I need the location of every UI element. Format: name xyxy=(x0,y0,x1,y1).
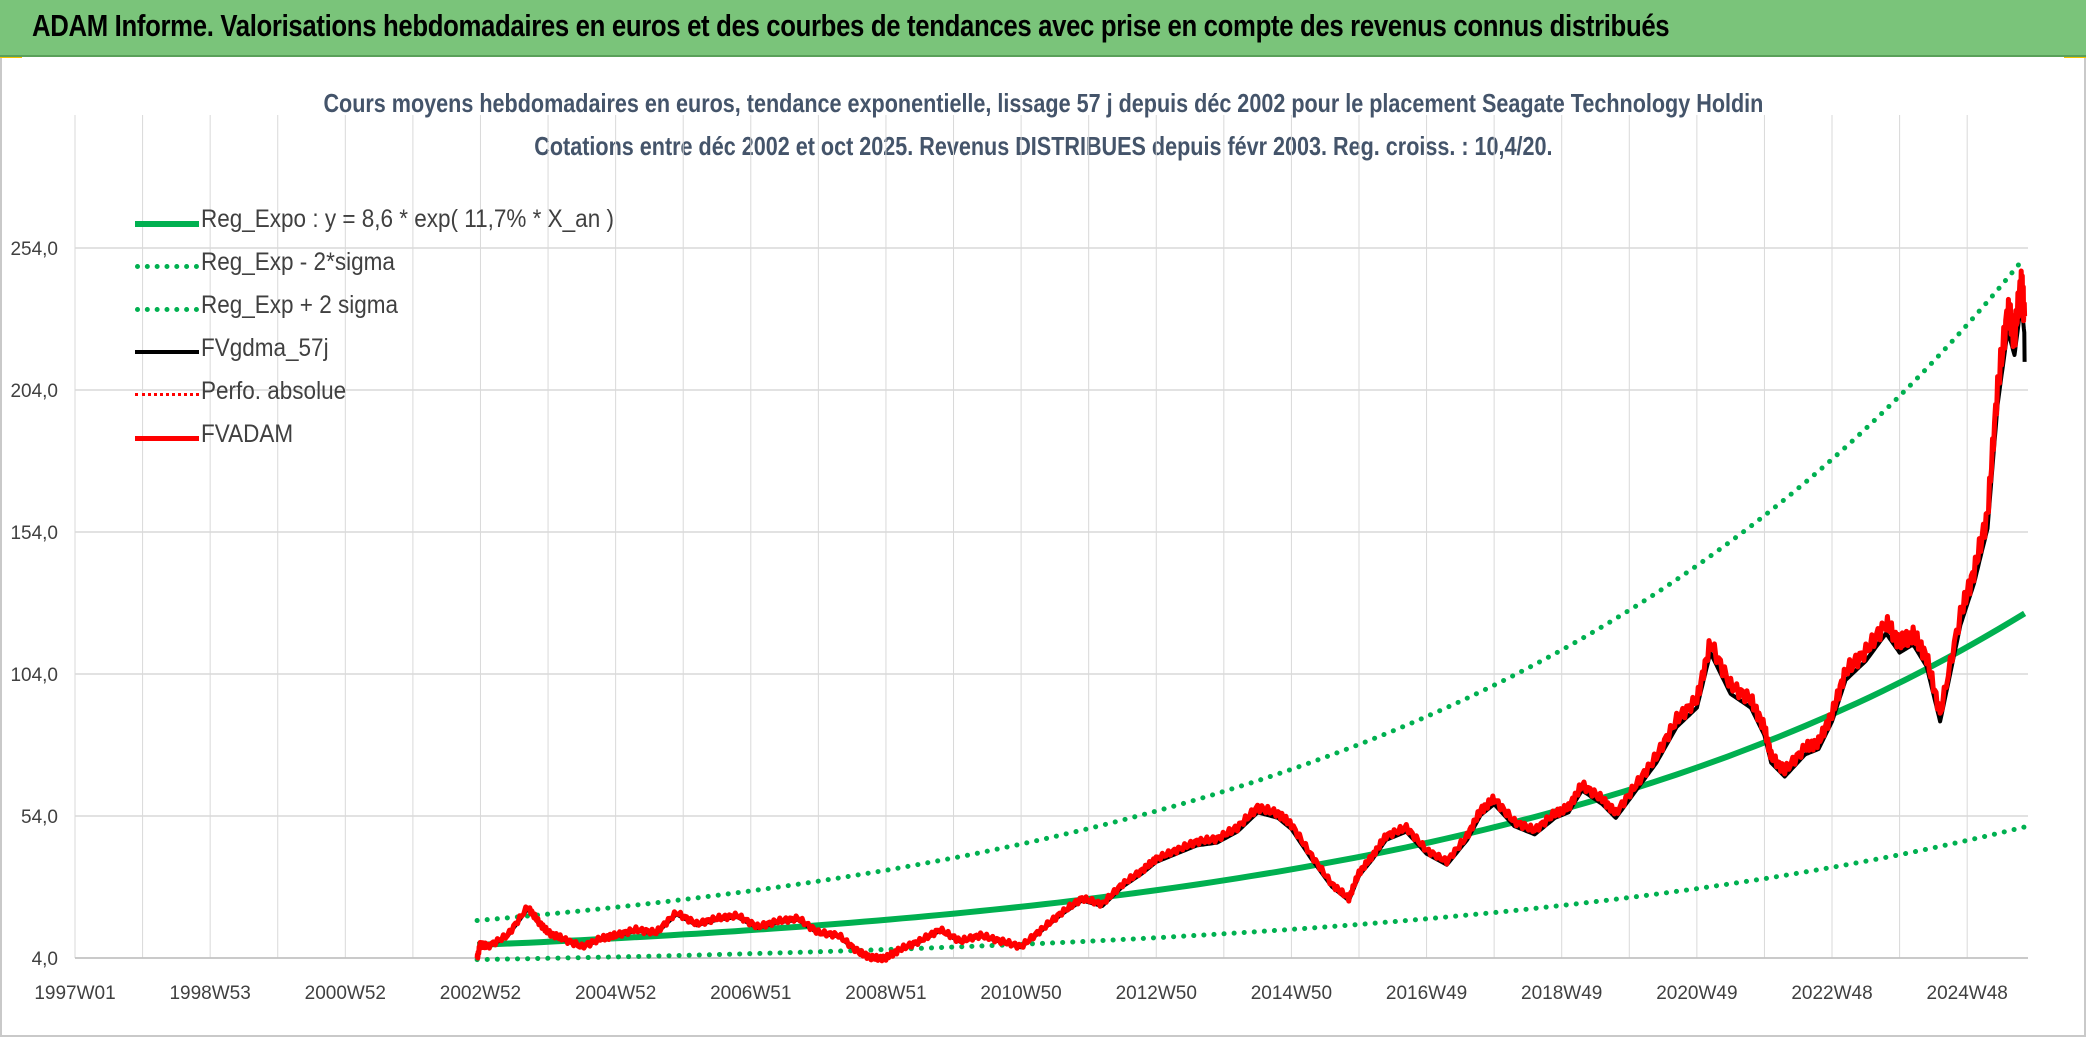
x-tick-label: 2000W52 xyxy=(305,983,386,1004)
x-tick-label: 1998W53 xyxy=(169,983,250,1004)
legend-label: Perfo. absolue xyxy=(201,377,347,405)
x-tick-label: 2010W50 xyxy=(980,983,1061,1004)
gridlines xyxy=(74,115,2028,959)
x-tick-label: 2006W51 xyxy=(710,983,791,1004)
x-tick-label: 2008W51 xyxy=(845,983,926,1004)
x-tick-label: 2024W48 xyxy=(1927,983,2008,1004)
legend-swatch xyxy=(135,307,199,312)
series-reg-exp-plus-2sigma xyxy=(474,254,2028,923)
legend-swatch xyxy=(135,393,199,396)
legend-label: Reg_Exp + 2 sigma xyxy=(201,291,398,319)
page-title: ADAM Informe. Valorisations hebdomadaire… xyxy=(32,8,1670,43)
y-tick-label: 104,0 xyxy=(10,665,58,686)
legend-label: FVgdma_57j xyxy=(201,334,329,362)
legend-swatch xyxy=(135,436,199,441)
x-tick-label: 2016W49 xyxy=(1386,983,1467,1004)
series-reg-exp-minus-2sigma xyxy=(474,824,2028,963)
y-tick-label: 54,0 xyxy=(21,807,58,828)
y-tick-label: 4,0 xyxy=(32,949,58,970)
x-tick-label: 2014W50 xyxy=(1251,983,1332,1004)
y-tick-label: 204,0 xyxy=(10,381,58,402)
chart-subtitle: Cotations entre déc 2002 et oct 2025. Re… xyxy=(533,131,1553,161)
series-fvadam xyxy=(474,268,2028,964)
series-fvgdma-57j xyxy=(475,300,2027,961)
legend-label: Reg_Expo : y = 8,6 * exp( 11,7% * X_an ) xyxy=(201,205,614,233)
legend-label: FVADAM xyxy=(201,420,294,448)
y-tick-label: 254,0 xyxy=(10,239,58,260)
page-header: ADAM Informe. Valorisations hebdomadaire… xyxy=(0,0,2086,57)
legend-swatch xyxy=(135,264,199,269)
x-tick-label: 2018W49 xyxy=(1521,983,1602,1004)
x-tick-label: 2020W49 xyxy=(1656,983,1737,1004)
x-tick-label: 1997W01 xyxy=(34,983,115,1004)
x-tick-label: 2022W48 xyxy=(1791,983,1872,1004)
x-axis: 1997W01 1998W53 2000W52 2002W52 2004W52 2006W… xyxy=(34,983,2008,1004)
chart-title: Cours moyens hebdomadaires en euros, ten… xyxy=(323,88,1763,118)
x-tick-label: 2012W50 xyxy=(1116,983,1197,1004)
y-tick-label: 154,0 xyxy=(10,523,58,544)
y-axis: 4,0 54,0 104,0 154,0 204,0 254,0 xyxy=(10,239,58,970)
x-tick-label: 2004W52 xyxy=(575,983,656,1004)
legend-swatch xyxy=(135,221,199,227)
legend-label: Reg_Exp - 2*sigma xyxy=(201,248,395,276)
x-tick-label: 2002W52 xyxy=(440,983,521,1004)
legend-swatch xyxy=(135,350,199,354)
series-layer xyxy=(474,254,2028,964)
